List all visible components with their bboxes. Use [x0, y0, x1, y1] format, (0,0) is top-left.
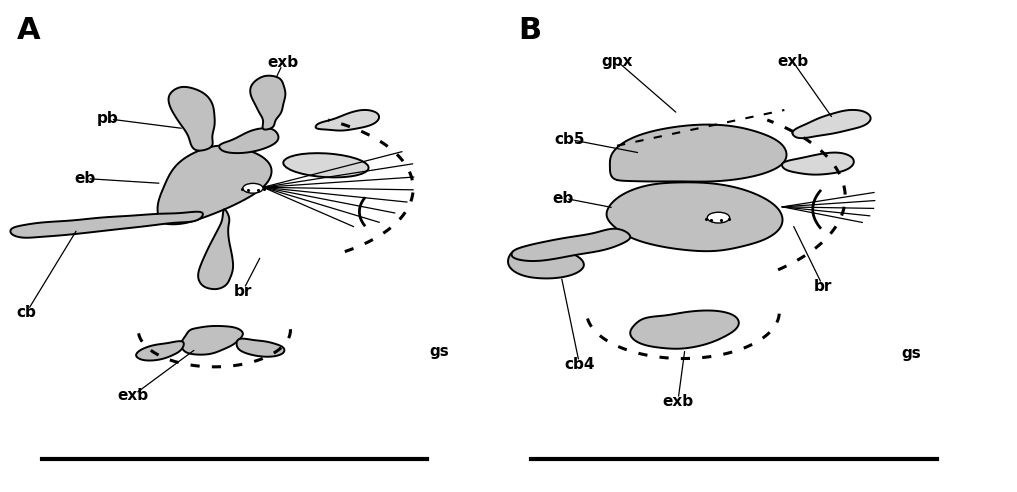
Polygon shape	[606, 183, 782, 251]
Polygon shape	[169, 87, 215, 151]
Text: cb5: cb5	[554, 132, 585, 147]
Text: gpx: gpx	[601, 54, 633, 68]
Text: B: B	[519, 16, 542, 45]
Polygon shape	[158, 146, 272, 224]
Circle shape	[243, 184, 263, 193]
Text: cb: cb	[17, 305, 37, 319]
Polygon shape	[782, 153, 854, 175]
Polygon shape	[181, 326, 243, 355]
Text: pb: pb	[97, 111, 119, 126]
Text: gs: gs	[429, 344, 450, 359]
Polygon shape	[508, 245, 584, 278]
Text: exb: exb	[662, 394, 694, 409]
Polygon shape	[512, 229, 631, 261]
Text: exb: exb	[118, 388, 148, 403]
Circle shape	[707, 212, 729, 223]
Polygon shape	[250, 76, 286, 129]
Text: exb: exb	[777, 54, 809, 68]
Polygon shape	[237, 338, 285, 357]
Text: exb: exb	[267, 55, 299, 70]
Polygon shape	[631, 310, 738, 349]
Text: br: br	[234, 283, 252, 299]
Polygon shape	[610, 124, 786, 182]
Ellipse shape	[284, 153, 368, 178]
Text: eb: eb	[552, 190, 574, 206]
Text: cb4: cb4	[564, 357, 595, 372]
Polygon shape	[136, 341, 184, 361]
Text: A: A	[16, 16, 41, 45]
Polygon shape	[220, 128, 279, 153]
Polygon shape	[315, 110, 379, 130]
Polygon shape	[792, 110, 871, 138]
Text: gs: gs	[901, 346, 921, 361]
Polygon shape	[10, 212, 202, 238]
Text: eb: eb	[74, 171, 96, 186]
Text: br: br	[814, 278, 832, 294]
Polygon shape	[198, 209, 233, 289]
